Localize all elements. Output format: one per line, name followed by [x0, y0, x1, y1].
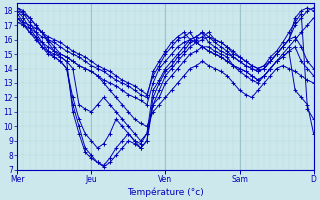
X-axis label: Température (°c): Température (°c)	[127, 187, 204, 197]
